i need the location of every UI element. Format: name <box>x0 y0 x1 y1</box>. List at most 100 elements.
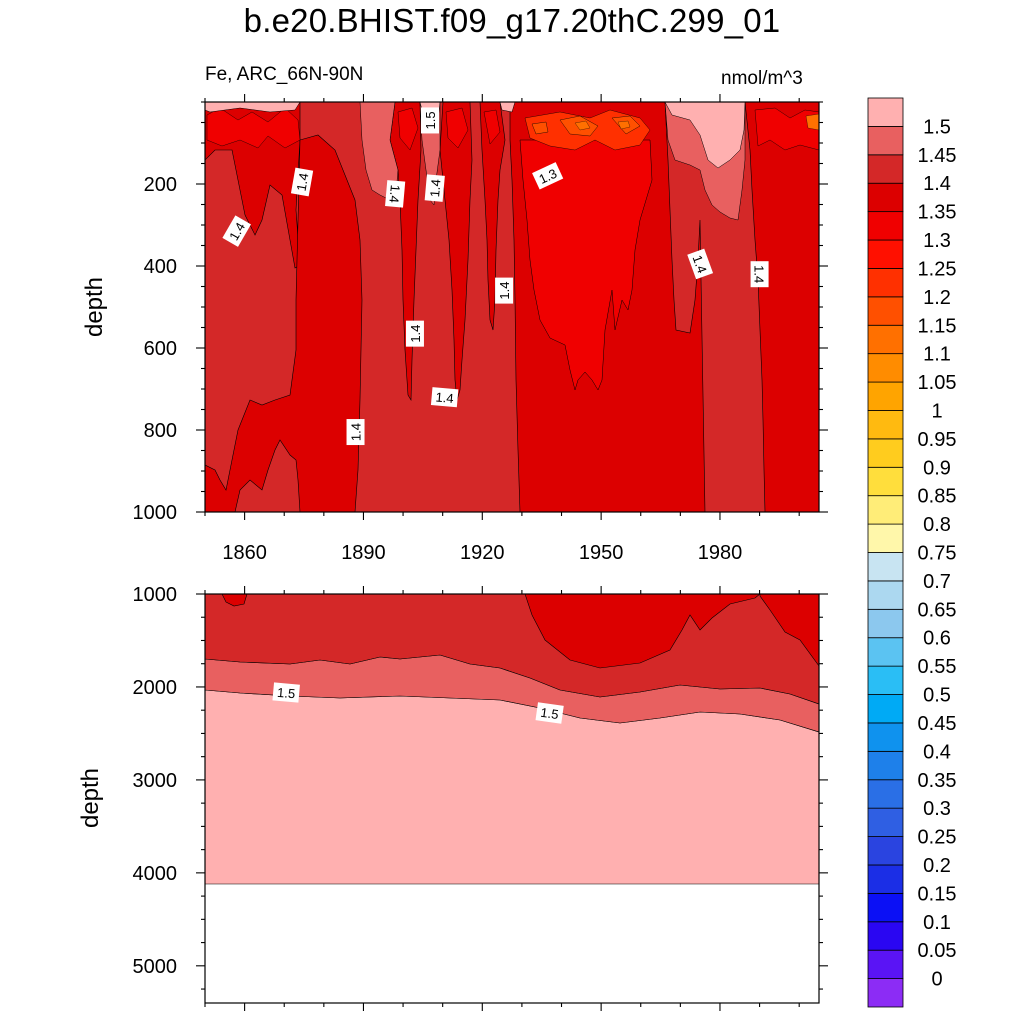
contour-label: 1.4 <box>346 419 365 446</box>
colorbar-swatch <box>867 864 904 894</box>
colorbar-label: 0.6 <box>923 628 951 650</box>
lower-contour-fill <box>205 594 819 1003</box>
colorbar-label: 0.4 <box>923 741 951 763</box>
contour-label-bg <box>405 320 424 347</box>
colorbar-label: 0 <box>931 969 942 991</box>
upper-axis-labels: 1860 1890 1920 1950 1980 200 400 600 800 1000 <box>133 174 743 564</box>
top-band-1-15 <box>574 113 819 131</box>
y-tick-label: 2000 <box>133 677 178 699</box>
colorbar-label: 0.35 <box>918 770 957 792</box>
contour-label-bg <box>535 702 564 724</box>
top-band-1-35-c <box>439 102 473 401</box>
colorbar-label: 0.15 <box>918 883 957 905</box>
upper-contour-labels: 1.5 1.3 1.4 1.4 1.4 1.4 1.4 1.4 1.4 1.4 1.4 1.4 <box>222 107 769 446</box>
colorbar-swatch <box>867 438 904 468</box>
contour-label-bg <box>421 107 440 134</box>
contour-label-text: 1.4 <box>427 178 444 197</box>
colorbar-label: 1.15 <box>918 315 957 337</box>
top-band-1-35-f <box>744 102 819 512</box>
lower-ylabel: depth <box>77 768 104 828</box>
contour-label: 1.5 <box>272 682 300 703</box>
contour-label-bg <box>272 682 300 703</box>
x-tick-label: 1950 <box>579 542 624 564</box>
contour-label-text: 1.4 <box>690 253 710 275</box>
subtitle-left: Fe, ARC_66N-90N <box>205 64 364 85</box>
contour-label-bg <box>424 174 445 202</box>
contour-label-text: 1.4 <box>349 423 364 441</box>
colorbar-swatch <box>867 381 904 411</box>
colorbar-swatch <box>867 268 904 298</box>
colorbar-swatch <box>867 523 904 553</box>
lower-axis-ticks <box>196 586 828 1011</box>
colorbar-swatch <box>867 637 904 667</box>
top-band-1-30-right <box>754 107 819 151</box>
y-tick-label: 1000 <box>133 584 178 606</box>
colorbar-label: 0.05 <box>918 940 957 962</box>
colorbar-label: 0.3 <box>923 798 951 820</box>
colorbar-label: 0.75 <box>918 543 957 565</box>
contour-label-bg <box>532 162 564 190</box>
upper-contour-fill <box>205 102 819 512</box>
colorbar-label: 1.5 <box>923 116 951 138</box>
colorbar-label: 1.4 <box>923 173 951 195</box>
colorbar-swatch <box>867 410 904 440</box>
colorbar-label: 1.3 <box>923 230 951 252</box>
colorbar-label: 1.2 <box>923 287 951 309</box>
top-band-1-35-d <box>479 102 506 331</box>
contour-label: 1.4 <box>405 320 424 347</box>
top-band-1-30-left <box>206 107 301 149</box>
colorbar-label: 0.2 <box>923 855 951 877</box>
bot-band-1-50 <box>205 689 819 885</box>
x-tick-label: 1890 <box>341 542 386 564</box>
contour-label: 1.5 <box>421 107 440 134</box>
colorbar-swatch <box>867 97 904 127</box>
lower-frame <box>204 593 820 1004</box>
colorbar-label: 0.95 <box>918 429 957 451</box>
colorbar-label: 0.45 <box>918 713 957 735</box>
colorbar-swatch <box>867 552 904 582</box>
contour-label-bg <box>346 419 365 446</box>
subtitle-units: nmol/m^3 <box>721 68 803 89</box>
contour-label: 1.4 <box>424 174 445 202</box>
colorbar: 0 0.05 0.1 0.15 0.2 0.25 0.3 0.35 0.4 0.45 0.5 0.55… <box>867 97 957 1008</box>
colorbar-swatch <box>867 836 904 866</box>
contour-label: 1.4 <box>222 215 251 247</box>
colorbar-label: 1.45 <box>918 145 957 167</box>
y-tick-label: 600 <box>144 338 177 360</box>
contour-label-text: 1.4 <box>752 265 767 283</box>
colorbar-swatch <box>867 722 904 752</box>
contour-label-text: 1.5 <box>277 685 296 702</box>
colorbar-swatch <box>867 892 904 923</box>
colorbar-swatch <box>867 921 904 951</box>
contour-label-bg <box>290 167 314 197</box>
contour-label: 1.4 <box>385 180 406 208</box>
upper-axis-ticks <box>196 94 828 520</box>
chart-title: b.e20.BHIST.f09_g17.20thC.299_01 <box>243 2 781 39</box>
lower-panel: 1000 2000 3000 4000 5000 1.5 1.5 depth <box>77 584 828 1011</box>
colorbar-label: 1 <box>931 400 942 422</box>
colorbar-swatch <box>867 608 904 639</box>
x-tick-label: 1980 <box>698 542 743 564</box>
colorbar-label: 0.9 <box>923 457 951 479</box>
colorbar-swatch <box>867 694 904 724</box>
colorbar-label: 0.65 <box>918 599 957 621</box>
lower-contour-labels: 1.5 1.5 <box>272 682 564 724</box>
contour-label-bg <box>385 180 406 208</box>
colorbar-swatch <box>867 580 904 610</box>
contour-label-text: 1.4 <box>294 172 312 192</box>
contour-label-bg <box>222 215 251 247</box>
contour-label-text: 1.3 <box>537 166 560 187</box>
colorbar-swatch <box>867 353 904 383</box>
contour-label: 1.4 <box>687 248 714 280</box>
colorbar-swatch <box>867 978 904 1008</box>
lower-axis-labels: 1000 2000 3000 4000 5000 <box>133 584 178 978</box>
contour-label-bg <box>430 387 459 408</box>
x-tick-label: 1860 <box>222 542 267 564</box>
contour-label: 1.4 <box>290 167 314 197</box>
upper-panel: 1860 1890 1920 1950 1980 200 400 600 800 1000 1.5… <box>81 94 828 564</box>
contour-label: 1.4 <box>495 277 514 304</box>
colorbar-swatch <box>867 665 904 695</box>
colorbar-swatch <box>867 495 904 525</box>
colorbar-label: 0.7 <box>923 571 951 593</box>
contour-label: 1.4 <box>750 261 769 288</box>
